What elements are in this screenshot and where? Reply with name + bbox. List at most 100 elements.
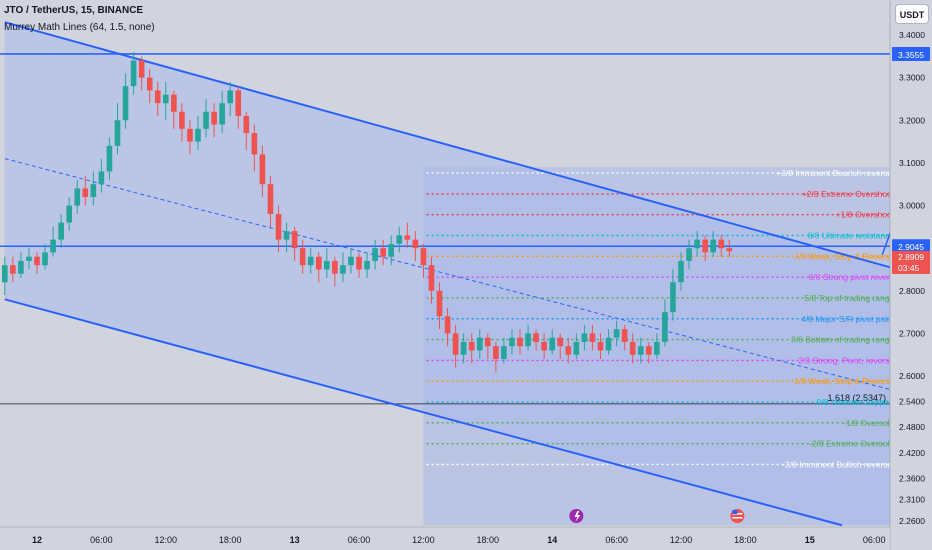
candle	[621, 324, 628, 351]
symbol-title[interactable]: JTO / TetherUS, 15, BINANCE	[4, 5, 144, 16]
candle	[452, 324, 459, 368]
candle-body	[662, 312, 668, 342]
x-tick-label: 18:00	[734, 535, 757, 545]
candle-body	[493, 346, 499, 359]
candle-body	[388, 243, 395, 257]
y-tick-label: 2.5400	[899, 397, 925, 407]
candle	[645, 341, 652, 364]
candle-body	[629, 341, 636, 355]
x-tick-label: 18:00	[477, 535, 500, 545]
candle	[654, 333, 660, 359]
candle	[428, 256, 435, 304]
candle	[195, 116, 201, 151]
candle	[484, 333, 491, 359]
fib-label: 1.618 (2.5347)	[827, 393, 886, 403]
candle	[501, 337, 507, 364]
candle-body	[678, 260, 684, 283]
candle	[686, 239, 692, 270]
candle-body	[203, 111, 209, 129]
candle-body	[654, 341, 660, 355]
x-tick-label: 12:00	[155, 535, 178, 545]
price-label: 3.3555	[898, 50, 924, 60]
murrey-label-4: 7/8 Weak, Stop & Reverse -- 2.8809	[794, 251, 931, 261]
price-label-box	[892, 251, 930, 264]
candle	[718, 235, 725, 257]
candle	[171, 90, 177, 129]
candle-body	[299, 248, 306, 266]
candle-body	[259, 154, 266, 185]
candle-body	[283, 231, 290, 240]
candle-body	[460, 341, 467, 355]
candle	[444, 307, 451, 347]
candle	[259, 145, 266, 197]
candle	[34, 252, 40, 274]
candle	[372, 239, 378, 270]
candle-body	[428, 265, 435, 291]
candle	[90, 171, 97, 206]
candle	[130, 52, 137, 95]
murrey-label-11: 0/8 Ultimate Support -- 2.5391	[817, 397, 931, 407]
candle-body	[452, 333, 459, 355]
candle	[162, 81, 169, 121]
candle	[58, 214, 64, 249]
x-tick-label: 12:00	[412, 535, 435, 545]
candle	[710, 231, 717, 257]
candle	[1, 256, 8, 296]
candle-body	[162, 94, 169, 104]
murrey-label-9: 2/8 Strong, Pivot, reverse -- 2.6367	[798, 355, 931, 365]
candle	[702, 235, 708, 261]
candle-body	[565, 346, 572, 355]
y-tick-label: 2.4800	[899, 422, 925, 432]
candle-body	[501, 346, 507, 359]
candle	[138, 56, 145, 91]
price-label: 03:45	[898, 263, 920, 273]
candle-body	[726, 248, 733, 252]
candle	[541, 333, 547, 359]
candle-body	[364, 260, 370, 270]
candle	[251, 124, 258, 172]
price-label-box	[892, 262, 930, 275]
x-tick-label: 12	[32, 535, 42, 545]
y-tick-label: 3.0000	[899, 201, 925, 211]
candle-body	[195, 128, 201, 142]
candle-body	[315, 256, 322, 270]
candle-body	[412, 239, 419, 249]
candle	[291, 226, 298, 261]
candle-body	[114, 120, 121, 146]
candle	[525, 324, 531, 351]
candle	[460, 333, 467, 364]
candle	[613, 320, 620, 347]
currency-button[interactable]: USDT	[895, 4, 929, 24]
murrey-label-5: 6/8 Strong pivot reverse -- 2.832	[809, 272, 931, 282]
y-tick-label: 2.2600	[899, 516, 925, 526]
candle-body	[444, 316, 451, 334]
lightning-event-icon	[569, 509, 584, 523]
candle	[380, 239, 386, 266]
x-tick-label: 06:00	[863, 535, 886, 545]
candle	[420, 243, 427, 278]
candle	[573, 333, 580, 359]
murrey-label-3: 8/8 Ultimate resistance -- 2.9297	[808, 230, 931, 240]
candle	[235, 86, 242, 129]
y-tick-label: 3.2000	[899, 115, 925, 125]
candle-body	[541, 341, 547, 351]
candle-body	[106, 145, 113, 172]
candle-body	[323, 260, 330, 270]
candle	[219, 90, 225, 134]
candle-body	[235, 90, 242, 116]
indicator-title[interactable]: Murrey Math Lines (64, 1.5, none)	[4, 22, 155, 33]
candle	[726, 239, 733, 257]
murrey-label-13: -2/8 Extreme Oversold -- 2.4414	[809, 439, 931, 449]
candle-body	[605, 337, 612, 351]
candle-body	[138, 60, 145, 78]
candle-body	[58, 222, 64, 240]
price-label: 2.8909	[898, 252, 924, 262]
candle	[597, 333, 604, 359]
candle-body	[484, 337, 491, 347]
price-label-box	[892, 239, 930, 254]
candle	[122, 73, 129, 129]
price-label: 2.9045	[898, 242, 924, 252]
murrey-label-8: 3/8 Bottom of trading range -- 2.6855	[791, 335, 931, 345]
candle-body	[251, 133, 258, 155]
